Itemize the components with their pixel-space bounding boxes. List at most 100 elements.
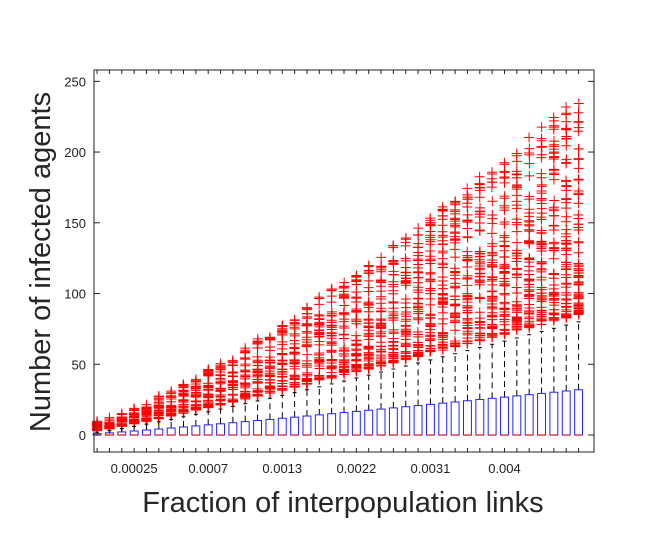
outlier-marker (449, 220, 460, 231)
outlier-marker (536, 227, 547, 238)
outlier-marker (524, 158, 535, 169)
outlier-marker (524, 273, 535, 284)
outlier-marker (314, 314, 325, 325)
outlier-marker (462, 328, 473, 339)
outlier-marker (487, 218, 498, 229)
outlier-marker (227, 371, 238, 382)
outlier-marker (412, 285, 423, 296)
outlier-marker (573, 198, 584, 209)
outlier-marker (413, 242, 424, 253)
outlier-marker (561, 133, 572, 144)
outlier-marker (487, 271, 498, 282)
box-rect (524, 394, 534, 436)
outlier-marker (536, 208, 547, 219)
outlier-marker (536, 179, 547, 190)
x-tick-label: 0.0022 (336, 461, 376, 476)
outlier-marker (437, 343, 448, 354)
outlier-marker (363, 260, 374, 271)
outlier-marker (412, 229, 423, 240)
outlier-marker (474, 328, 485, 339)
outlier-marker (573, 143, 584, 154)
outlier-marker (400, 280, 411, 291)
outlier-marker (561, 278, 572, 289)
outlier-marker (487, 323, 498, 334)
outlier-marker (302, 369, 313, 380)
outlier-marker (425, 239, 436, 250)
outlier-marker (252, 377, 263, 388)
outlier-marker (363, 317, 374, 328)
outlier-marker (252, 360, 263, 371)
box-rect (376, 408, 386, 436)
outlier-marker (388, 344, 399, 355)
outlier-marker (573, 174, 584, 185)
box-rect (500, 396, 509, 436)
outlier-marker (302, 349, 313, 360)
outlier-marker (400, 302, 411, 313)
box-rect (154, 428, 164, 436)
box-rect (228, 422, 238, 436)
outlier-marker (524, 309, 535, 320)
outlier-marker (128, 412, 139, 423)
outlier-marker (474, 208, 485, 219)
outlier-marker (474, 171, 485, 182)
y-tick-label: 150 (64, 216, 86, 231)
outlier-marker (412, 262, 423, 273)
outlier-marker (462, 246, 473, 257)
outlier-marker (573, 154, 584, 165)
outlier-marker (573, 247, 584, 258)
outlier-marker (511, 156, 522, 167)
outlier-marker (462, 255, 473, 266)
outlier-marker (437, 259, 448, 270)
outlier-marker (277, 383, 288, 394)
outlier-marker (549, 139, 560, 150)
boxes-layer (92, 321, 584, 436)
outlier-marker (227, 396, 238, 407)
outlier-marker (289, 323, 300, 334)
outlier-marker (499, 217, 510, 228)
outlier-marker (178, 385, 189, 396)
outlier-marker (363, 356, 374, 367)
outlier-marker (573, 98, 584, 109)
outlier-marker (265, 387, 276, 398)
outlier-marker (499, 303, 510, 314)
box-rect (302, 415, 312, 436)
outlier-marker (277, 358, 288, 369)
outlier-marker (486, 302, 497, 313)
outlier-marker (302, 303, 313, 314)
outlier-marker (252, 338, 263, 349)
outlier-marker (511, 321, 522, 332)
outlier-marker (338, 321, 349, 332)
outlier-marker (413, 304, 424, 315)
box-rect (129, 430, 139, 436)
outlier-marker (548, 269, 559, 280)
outlier-marker (376, 261, 387, 272)
outlier-marker (400, 334, 411, 345)
outlier-marker (450, 231, 461, 242)
outlier-marker (314, 361, 325, 372)
outlier-marker (561, 298, 572, 309)
outlier-marker (227, 355, 238, 366)
outlier-marker (462, 290, 473, 301)
outlier-marker (437, 327, 448, 338)
box-rect (537, 392, 546, 436)
outlier-marker (264, 371, 275, 382)
box-rect (240, 421, 250, 436)
outlier-marker (437, 204, 448, 215)
outlier-marker (240, 347, 251, 358)
outlier-marker (548, 280, 559, 291)
outlier-marker (351, 305, 362, 316)
outlier-marker (573, 163, 584, 174)
outlier-marker (450, 341, 461, 352)
box-rect (401, 406, 411, 436)
outlier-marker (474, 182, 485, 193)
box-rect (265, 418, 275, 436)
outlier-marker (573, 219, 584, 230)
box-rect (253, 420, 263, 436)
outlier-marker (141, 411, 152, 422)
outlier-marker (536, 152, 547, 163)
outlier-marker (363, 282, 374, 293)
outlier-marker (524, 236, 535, 247)
outlier-marker (363, 331, 374, 342)
outlier-marker (388, 256, 399, 267)
outlier-marker (524, 220, 535, 231)
